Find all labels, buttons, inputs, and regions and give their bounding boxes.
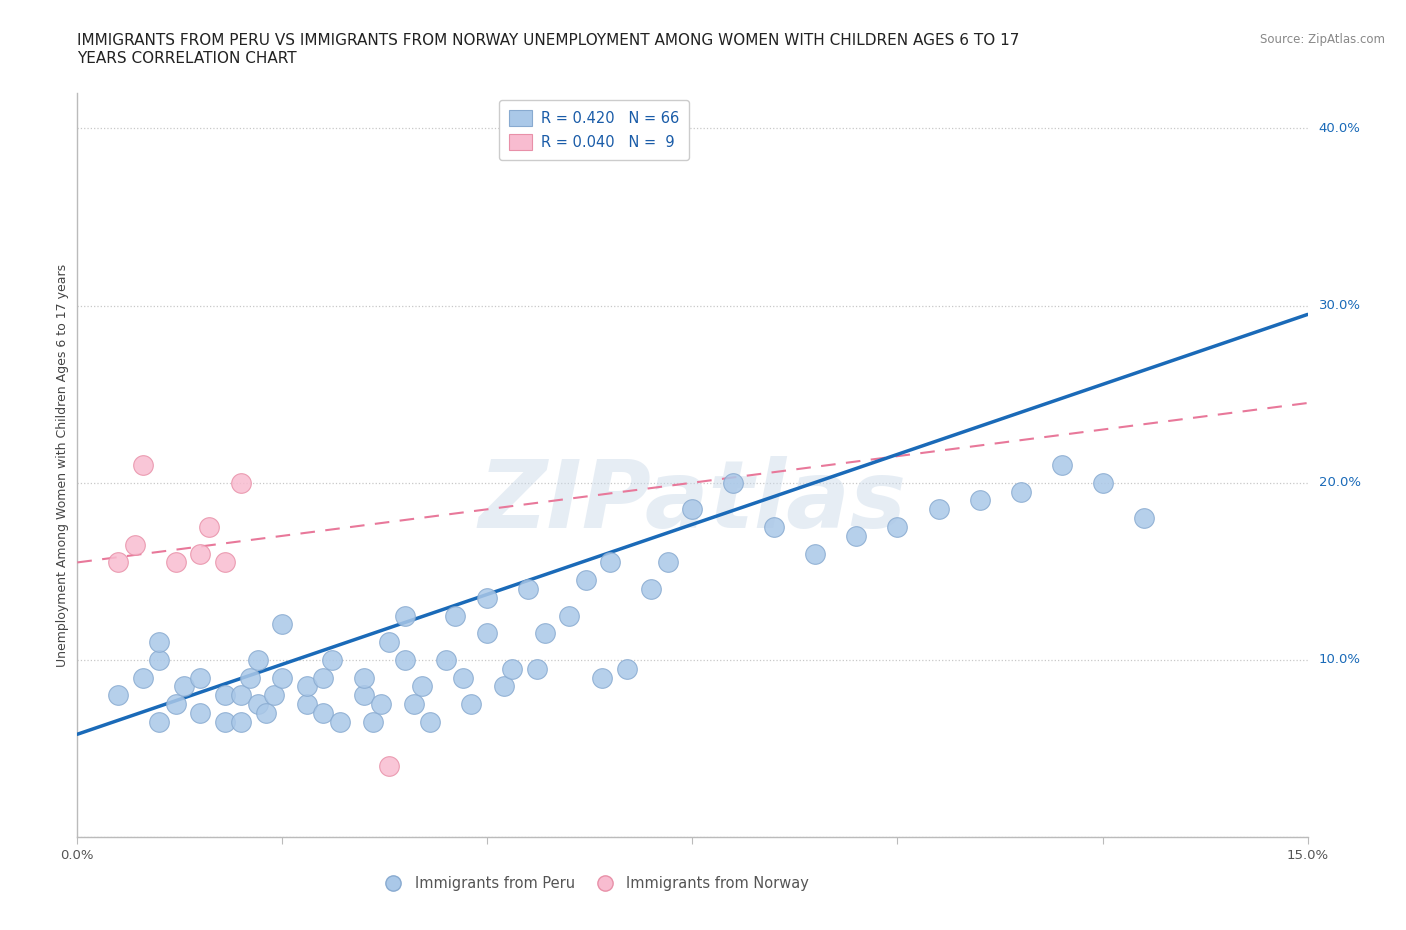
Text: Source: ZipAtlas.com: Source: ZipAtlas.com (1260, 33, 1385, 46)
Point (394, 608, 416, 623)
Text: 20.0%: 20.0% (1319, 476, 1361, 489)
Point (682, 502, 704, 517)
Legend: Immigrants from Peru, Immigrants from Norway: Immigrants from Peru, Immigrants from No… (373, 870, 815, 897)
Point (763, 520, 786, 535)
Point (214, 555, 236, 570)
Point (321, 653, 343, 668)
Point (312, 671, 335, 685)
Point (132, 671, 155, 685)
Point (451, 671, 474, 685)
Point (599, 555, 621, 570)
Text: IMMIGRANTS FROM PERU VS IMMIGRANTS FROM NORWAY UNEMPLOYMENT AMONG WOMEN WITH CHI: IMMIGRANTS FROM PERU VS IMMIGRANTS FROM … (77, 33, 1019, 47)
Point (361, 714, 384, 729)
Point (148, 653, 170, 668)
Point (295, 697, 318, 711)
Point (231, 475, 253, 490)
Point (477, 591, 499, 605)
Point (804, 546, 827, 561)
Point (1132, 511, 1154, 525)
Point (886, 520, 908, 535)
Point (239, 671, 262, 685)
Point (845, 528, 868, 543)
Point (526, 661, 548, 676)
Point (271, 617, 294, 631)
Point (928, 502, 950, 517)
Point (295, 679, 318, 694)
Point (402, 697, 425, 711)
Point (329, 714, 352, 729)
Point (436, 653, 458, 668)
Point (231, 714, 253, 729)
Point (591, 671, 613, 685)
Point (107, 555, 129, 570)
Point (1010, 485, 1032, 499)
Point (411, 679, 433, 694)
Point (148, 714, 170, 729)
Point (231, 688, 253, 703)
Point (477, 626, 499, 641)
Text: ZIPatlas: ZIPatlas (478, 457, 907, 548)
Point (353, 688, 375, 703)
Point (197, 520, 219, 535)
Point (419, 714, 441, 729)
Point (173, 679, 195, 694)
Point (1091, 475, 1114, 490)
Point (188, 671, 212, 685)
Point (370, 697, 392, 711)
Point (246, 653, 269, 668)
Point (443, 608, 465, 623)
Point (616, 661, 638, 676)
Text: 30.0%: 30.0% (1319, 299, 1361, 312)
Point (534, 626, 557, 641)
Point (254, 706, 277, 721)
Point (575, 573, 598, 588)
Point (188, 706, 212, 721)
Point (378, 759, 401, 774)
Text: 10.0%: 10.0% (1319, 654, 1361, 667)
Point (124, 538, 146, 552)
Point (188, 546, 212, 561)
Point (460, 697, 482, 711)
Point (214, 688, 236, 703)
Point (271, 671, 294, 685)
Point (517, 581, 540, 596)
Text: YEARS CORRELATION CHART: YEARS CORRELATION CHART (77, 51, 297, 66)
Point (214, 714, 236, 729)
Point (501, 661, 523, 676)
Point (969, 493, 991, 508)
Point (378, 634, 401, 649)
Point (246, 697, 269, 711)
Point (558, 608, 581, 623)
Point (353, 671, 375, 685)
Point (165, 555, 187, 570)
Point (640, 581, 662, 596)
Point (165, 697, 187, 711)
Text: 40.0%: 40.0% (1319, 122, 1361, 135)
Point (492, 679, 515, 694)
Point (723, 475, 745, 490)
Point (263, 688, 285, 703)
Y-axis label: Unemployment Among Women with Children Ages 6 to 17 years: Unemployment Among Women with Children A… (56, 263, 69, 667)
Point (148, 634, 170, 649)
Point (394, 653, 416, 668)
Point (132, 458, 155, 472)
Point (1050, 458, 1073, 472)
Point (107, 688, 129, 703)
Point (312, 706, 335, 721)
Point (657, 555, 679, 570)
